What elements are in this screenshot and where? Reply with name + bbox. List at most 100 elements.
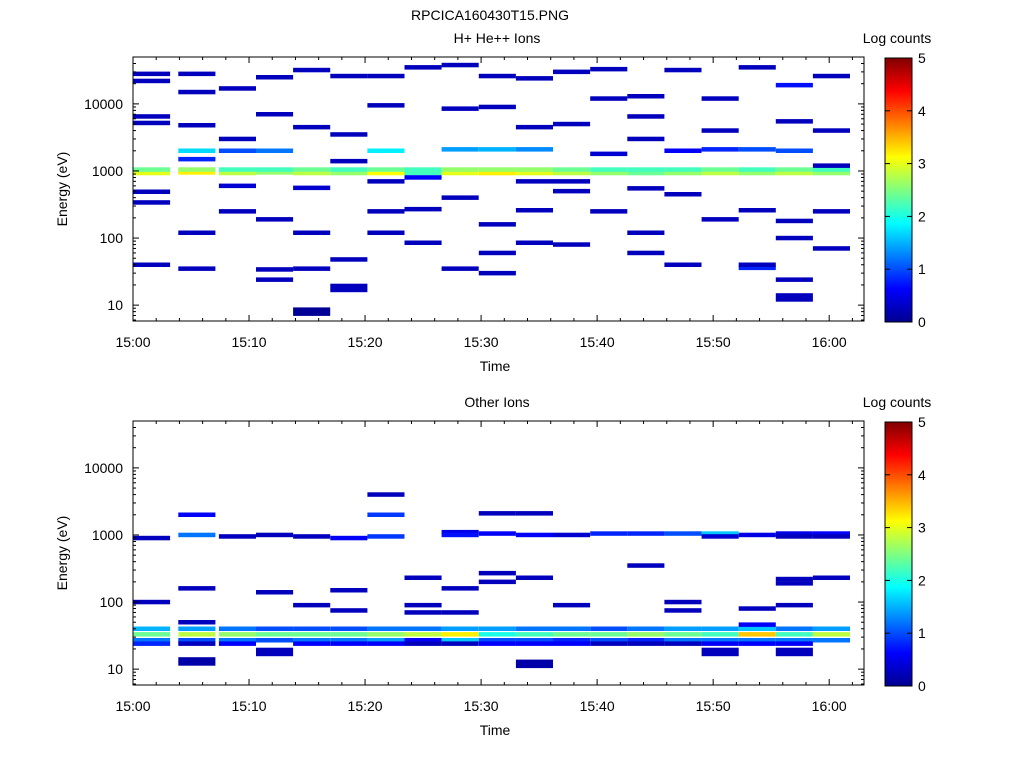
y-axis-label: Energy (eV)	[54, 152, 70, 227]
heatmap-cell	[178, 230, 216, 235]
y-tick-label: 10	[107, 661, 123, 677]
heatmap-cell	[738, 167, 776, 172]
heatmap-cell	[256, 148, 294, 153]
heatmap-cell	[330, 608, 368, 613]
heatmap-cell	[441, 638, 479, 643]
heatmap-cell	[812, 638, 850, 643]
heatmap-cell	[553, 626, 591, 631]
heatmap-cell	[553, 602, 591, 608]
heatmap-cell	[701, 147, 739, 152]
heatmap-cell	[664, 641, 702, 646]
heatmap-cell	[367, 73, 405, 79]
heatmap-cell	[218, 136, 256, 142]
heatmap-cell	[553, 167, 591, 172]
heatmap-cell	[478, 222, 516, 227]
plot-frame	[132, 420, 865, 686]
heatmap-cell	[515, 179, 553, 184]
heatmap-cell	[178, 641, 216, 646]
heatmap-cell	[590, 531, 628, 536]
heatmap-cell	[515, 638, 553, 643]
heatmap-cell	[256, 75, 294, 80]
heatmap-cell	[664, 608, 702, 613]
heatmap-cell	[478, 104, 516, 110]
heatmap-cell	[367, 638, 405, 643]
heatmap-cell	[133, 262, 171, 267]
heatmap-cell	[478, 250, 516, 256]
heatmap-cell	[812, 128, 850, 133]
axes: 15:00 15:10 15:20 15:30 15:40 15:50 16:00 10 100…	[84, 56, 864, 350]
heatmap-cell	[367, 512, 405, 517]
heatmap-cell	[330, 170, 368, 176]
heatmap-cell	[775, 170, 813, 176]
y-tick-label: 1000	[92, 163, 123, 179]
heatmap-cell	[367, 148, 405, 153]
heatmap-cell	[404, 632, 442, 637]
heatmap-cell	[367, 534, 405, 539]
heatmap-cell	[515, 575, 553, 580]
heatmap-cell	[775, 638, 813, 643]
heatmap-cell	[664, 626, 702, 631]
heatmap-cell	[330, 257, 368, 262]
heatmap-cell	[256, 638, 294, 643]
heatmap-cell	[256, 277, 294, 282]
heatmap-cell	[218, 170, 256, 176]
heatmap-cell	[515, 208, 553, 213]
heatmap-cell	[812, 73, 850, 79]
heatmap-cell	[133, 535, 171, 541]
heatmap-cell	[178, 156, 216, 162]
x-tick-label: 15:40	[580, 334, 615, 350]
heatmap-cell	[701, 531, 739, 536]
heatmap-cell	[404, 170, 442, 176]
heatmap-cell	[367, 230, 405, 235]
heatmap-cell	[515, 167, 553, 172]
figure-title: RPCICA160430T15.PNG	[411, 7, 569, 23]
heatmap-cell	[293, 67, 331, 73]
x-tick-label: 15:10	[232, 698, 267, 714]
heatmap-cell	[367, 209, 405, 214]
heatmap-cell	[738, 265, 776, 271]
heatmap-cell	[404, 65, 442, 70]
heatmap-cell	[627, 170, 665, 176]
heatmap-cell	[701, 167, 739, 172]
colorbar	[884, 421, 913, 687]
heatmap-cell	[515, 76, 553, 81]
heatmap-cell	[812, 626, 850, 631]
heatmap-cell	[178, 532, 216, 538]
heatmap-cell	[218, 86, 256, 91]
y-tick-label: 100	[100, 230, 124, 246]
heatmap-cell	[330, 283, 368, 293]
heatmap-cell	[738, 147, 776, 152]
plot-area	[133, 57, 864, 321]
heatmap-cell	[367, 167, 405, 172]
y-axis-label: Energy (eV)	[54, 516, 70, 591]
heatmap-cell	[330, 158, 368, 164]
heatmap-cell	[590, 167, 628, 172]
heatmap-cell	[133, 78, 171, 84]
heatmap-cell	[627, 94, 665, 99]
heatmap-cell	[367, 170, 405, 176]
heatmap-cell	[218, 209, 256, 214]
heatmap-cell	[330, 632, 368, 637]
x-tick-label: 15:30	[464, 334, 499, 350]
heatmap-cell	[812, 246, 850, 251]
colorbar-tick-label: 4	[918, 467, 926, 483]
x-tick-label: 15:00	[115, 698, 150, 714]
heatmap-cell	[330, 638, 368, 643]
heatmap-cell	[553, 121, 591, 127]
heatmap-cell	[441, 170, 479, 176]
heatmap-cell	[330, 73, 368, 79]
heatmap-cell	[441, 106, 479, 111]
heatmap-cell	[590, 170, 628, 176]
heatmap-cell	[256, 167, 294, 172]
heatmap-cell	[775, 277, 813, 282]
heatmap-cell	[812, 163, 850, 168]
colorbar	[884, 57, 913, 323]
heatmap-cell	[515, 147, 553, 152]
x-tick-label: 15:30	[464, 698, 499, 714]
heatmap-cell	[627, 136, 665, 142]
heatmap-cell	[478, 626, 516, 631]
x-tick-label: 15:10	[232, 334, 267, 350]
heatmap-cell	[441, 147, 479, 152]
heatmap-cell	[590, 209, 628, 214]
heatmap-cell	[441, 167, 479, 172]
